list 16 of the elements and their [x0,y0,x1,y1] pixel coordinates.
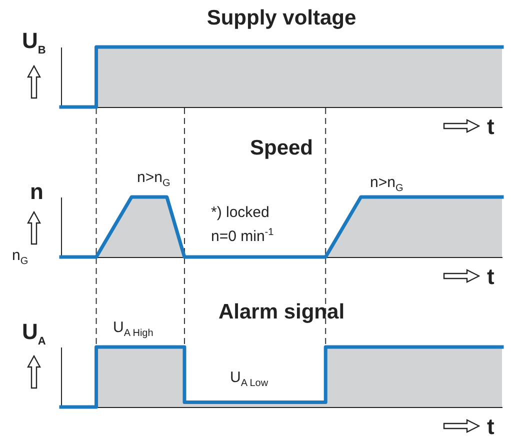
annotation: n=0 min$^{-1}$ [211,227,274,245]
x-axis-title: t [487,114,494,139]
text: U$_{A High}$ [113,319,154,339]
text: n>n$_{G}$ [137,169,170,189]
text: n$_{G}$ [12,247,28,267]
x-axis-title: t [487,264,494,289]
annotation: *) locked [211,204,270,221]
y-axis-title: U$_{A}$ [22,319,46,348]
chart-title: Supply voltage [206,6,356,30]
y-axis-title: n [30,179,44,204]
x-axis-title: t [487,414,494,437]
chart-title: Alarm signal [218,300,345,324]
y-axis-title: U$_{B}$ [22,28,46,56]
chart-title: Speed [250,136,314,160]
annotation: U$_{A Low}$ [230,369,268,389]
text: n>n$_{G}$ [370,174,404,194]
